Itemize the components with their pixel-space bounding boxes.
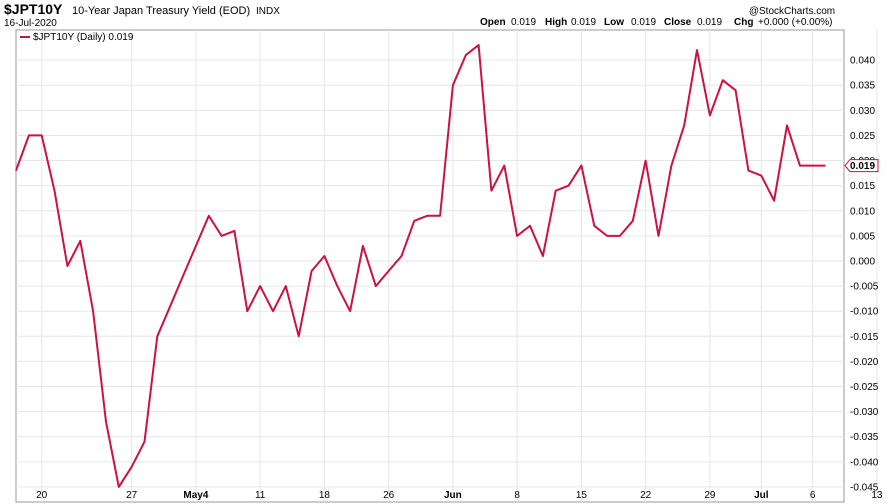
close-value: 0.019 — [697, 17, 722, 28]
y-tick-label: -0.015 — [850, 332, 879, 343]
x-tick-label: 29 — [704, 490, 716, 501]
high-label: High — [545, 17, 567, 28]
x-tick-label: 20 — [36, 490, 48, 501]
series-layer — [15, 44, 826, 488]
y-tick-label: -0.025 — [850, 382, 879, 393]
y-tick-label: 0.005 — [850, 231, 875, 242]
x-tick-label: 18 — [319, 490, 331, 501]
y-tick-label: -0.030 — [850, 407, 879, 418]
chart-date: 16-Jul-2020 — [4, 18, 57, 29]
legend-label: $JPT10Y (Daily) 0.019 — [33, 32, 134, 43]
x-tick-label: Jul — [754, 490, 769, 501]
grid-lines — [16, 30, 878, 502]
y-tick-label: -0.035 — [850, 432, 879, 443]
x-tick-label: 8 — [514, 490, 520, 501]
y-tick-label: 0.035 — [850, 81, 875, 92]
high-value: 0.019 — [571, 17, 596, 28]
low-label: Low — [604, 17, 624, 28]
last-value-text: 0.019 — [850, 161, 875, 172]
y-tick-label: 0.010 — [850, 206, 875, 217]
last-value-badge: 0.019 — [844, 159, 879, 173]
y-axis: 0.0400.0350.0300.0250.0200.0150.0100.005… — [850, 56, 879, 494]
y-tick-label: 0.015 — [850, 181, 875, 192]
open-value: 0.019 — [511, 17, 536, 28]
y-tick-label: -0.045 — [850, 482, 879, 493]
x-axis: 20 27 May4 11 18 26 Jun 8 15 22 29 Jul 6 13 — [36, 490, 883, 501]
y-tick-label: 0.040 — [850, 56, 875, 67]
chg-label: Chg — [734, 17, 753, 28]
x-tick-label: 15 — [576, 490, 588, 501]
x-tick-label: 11 — [255, 490, 266, 501]
ticker-symbol: $JPT10Y — [4, 1, 63, 17]
exchange-label: INDX — [256, 6, 280, 17]
x-tick-label: 6 — [810, 490, 816, 501]
series-line-jpt10y — [15, 44, 826, 488]
y-tick-label: -0.005 — [850, 282, 879, 293]
legend: $JPT10Y (Daily) 0.019 — [20, 32, 134, 43]
close-label: Close — [664, 17, 692, 28]
watermark: @StockCharts.com — [749, 6, 835, 17]
y-tick-label: 0.000 — [850, 256, 875, 267]
chg-value: +0.000 (+0.00%) — [758, 17, 833, 28]
open-label: Open — [480, 17, 506, 28]
y-tick-label: 0.030 — [850, 106, 875, 117]
x-tick-label: 13 — [871, 490, 883, 501]
last-value-marker — [844, 159, 879, 173]
y-tick-label: -0.040 — [850, 457, 879, 468]
x-tick-label: 27 — [126, 490, 138, 501]
y-tick-label: 0.025 — [850, 131, 875, 142]
x-tick-label: 22 — [640, 490, 652, 501]
low-value: 0.019 — [631, 17, 656, 28]
y-tick-label: -0.010 — [850, 307, 879, 318]
y-tick-label: -0.020 — [850, 357, 879, 368]
plot-frame — [15, 29, 845, 503]
security-name: 10-Year Japan Treasury Yield (EOD) — [72, 5, 250, 17]
x-tick-label: May4 — [183, 490, 208, 501]
x-tick-label: Jun — [444, 490, 462, 501]
x-tick-label: 26 — [383, 490, 395, 501]
